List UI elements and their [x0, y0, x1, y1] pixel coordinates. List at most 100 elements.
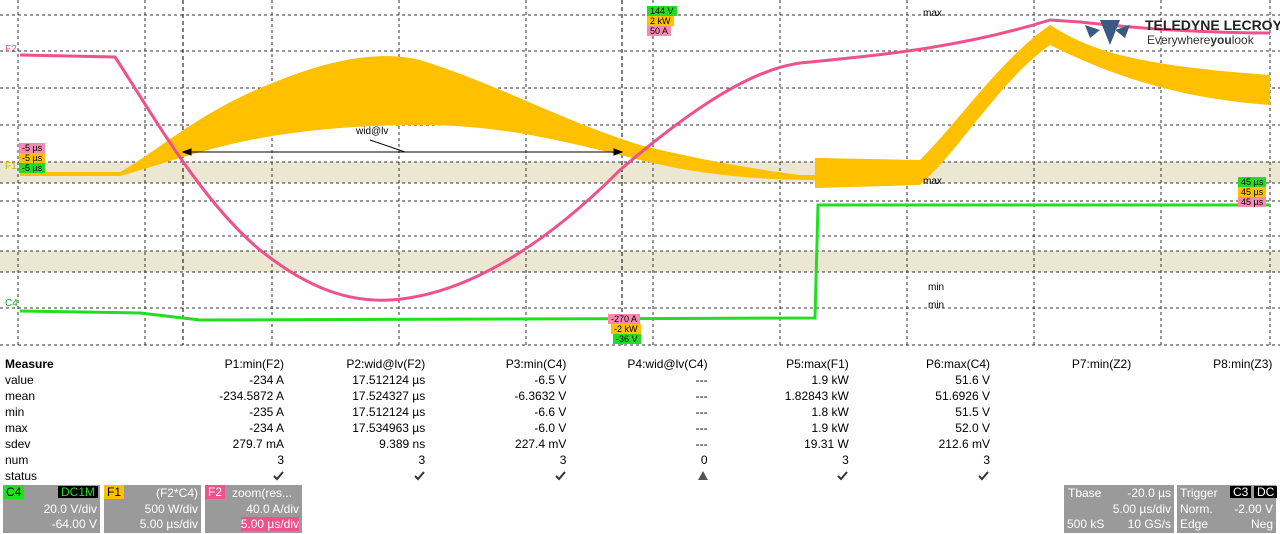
annotation: max — [923, 176, 942, 187]
channel-f2[interactable]: F2 zoom(res... 40.0 A/div 5.00 µs/div — [205, 485, 302, 533]
row-label: max — [5, 421, 28, 435]
trigger-type: Edge — [1180, 517, 1209, 531]
channel-scale: 500 W/div — [144, 502, 198, 516]
channel-coupling: DC1M — [57, 486, 98, 498]
column-header: P3:min(C4) — [505, 357, 567, 371]
channel-offset: -64.00 V — [51, 517, 97, 531]
logo-mark — [1085, 20, 1130, 45]
column-header: P2:wid@lv(F2) — [346, 357, 426, 371]
measure-value: -235 A — [249, 405, 284, 419]
trigger-label: Trigger — [1180, 486, 1218, 500]
measure-value: 17.512124 µs — [352, 405, 426, 419]
measure-value: 1.9 kW — [811, 421, 849, 435]
channel-scale: 20.0 V/div — [43, 502, 97, 516]
column-header: P8:min(Z3) — [1213, 357, 1273, 371]
measure-value: 52.0 V — [955, 421, 990, 435]
cursor-label: 144 V — [647, 6, 677, 16]
cursor-label: -36 V — [613, 334, 641, 344]
row-label: sdev — [5, 437, 31, 451]
annotation: min — [928, 300, 944, 311]
row-label: status — [5, 469, 38, 483]
measure-value: 1.8 kW — [811, 405, 849, 419]
tagline-part: Everywhere — [1147, 33, 1211, 47]
trace-c4 — [19, 203, 1270, 322]
cursor-label: -5 µs — [19, 143, 46, 153]
measure-value: --- — [695, 373, 708, 387]
cursor-label: -270 A — [608, 314, 641, 324]
measure-value: 17.512124 µs — [352, 373, 426, 387]
cursor-label: 50 A — [647, 26, 672, 36]
measure-value: 212.6 mV — [938, 437, 990, 451]
timebase-rate: 10 GS/s — [1127, 517, 1171, 531]
channel-id: C4 — [3, 485, 25, 499]
measure-value: -6.3632 V — [514, 389, 567, 403]
trigger-level: -2.00 V — [1234, 502, 1273, 516]
annotation: max — [923, 8, 942, 19]
trace-label: C4 — [5, 298, 18, 309]
row-label: num — [5, 453, 29, 467]
logo-brand: TELEDYNE LECROY — [1145, 17, 1280, 33]
trigger[interactable]: Trigger C3 DC Norm. -2.00 V Edge Neg — [1177, 485, 1278, 533]
cursor-label: -2 kW — [611, 324, 641, 334]
band — [0, 251, 1280, 272]
channel-f1[interactable]: F1 (F2*C4) 500 W/div 5.00 µs/div — [104, 485, 201, 533]
cursor-label: 2 kW — [647, 16, 674, 26]
measure-value: 9.389 ns — [379, 437, 426, 451]
measure-value: 51.6 V — [955, 373, 990, 387]
status-icons — [273, 471, 989, 481]
measure-value: 19.31 W — [804, 437, 849, 451]
trace-f2 — [19, 18, 1271, 302]
timebase-label: Tbase — [1068, 486, 1102, 500]
band — [0, 162, 1280, 183]
measure-value: -234 A — [249, 421, 284, 435]
row-label: mean — [5, 389, 36, 403]
measure-value: --- — [695, 389, 708, 403]
annotation: min — [928, 282, 944, 293]
channel-id: F1 — [104, 485, 125, 499]
measure-value: 3 — [277, 453, 284, 467]
cursor-label: 45 µs — [1238, 177, 1267, 187]
measure-value: --- — [695, 405, 708, 419]
tagline-part: you — [1210, 33, 1231, 47]
column-header: P5:max(F1) — [786, 357, 849, 371]
channel-offset: 5.00 µs/div — [139, 517, 198, 531]
trigger-source: C3 — [1230, 486, 1252, 498]
graticule: F2 F1 C4 max wid@lv max min min TELEDYNE… — [0, 0, 1280, 346]
measure-value: -6.0 V — [534, 421, 567, 435]
measure-value: 227.4 mV — [515, 437, 567, 451]
trace-label: F1 — [5, 161, 17, 172]
measure-value: 1.9 kW — [811, 373, 849, 387]
channel-c4[interactable]: C4 DC1M 20.0 V/div -64.00 V — [3, 485, 100, 533]
tagline-part: look — [1232, 33, 1255, 47]
measure-value: 3 — [983, 453, 990, 467]
timebase[interactable]: Tbase -20.0 µs 5.00 µs/div 500 kS 10 GS/… — [1064, 485, 1174, 533]
measure-value: 279.7 mA — [232, 437, 284, 451]
row-label: min — [5, 405, 25, 419]
trigger-slope: Neg — [1250, 517, 1273, 531]
measure-value: 51.6926 V — [935, 389, 990, 403]
column-header: P7:min(Z2) — [1071, 357, 1132, 371]
measure-value: --- — [695, 437, 708, 451]
trigger-mode: Norm. — [1180, 502, 1213, 516]
measure-value: 1.82843 kW — [784, 389, 849, 403]
row-label: value — [5, 373, 34, 387]
channel-source: (F2*C4) — [155, 486, 198, 500]
channel-id: F2 — [205, 485, 226, 499]
annotation: wid@lv — [355, 126, 388, 137]
timebase-samples: 500 kS — [1067, 517, 1105, 531]
timebase-delay: -20.0 µs — [1127, 486, 1171, 500]
channel-scale: 40.0 A/div — [246, 502, 299, 516]
cursors — [182, 0, 623, 345]
channel-source: zoom(res... — [232, 486, 293, 500]
measure-value: 17.524327 µs — [352, 389, 426, 403]
measure-value: 3 — [418, 453, 426, 467]
column-header: P1:min(F2) — [224, 357, 284, 371]
trigger-coupling: DC — [1254, 486, 1278, 498]
measure-value: -234 A — [249, 373, 284, 387]
measure-value: 0 — [700, 453, 708, 467]
column-header: P6:max(C4) — [925, 357, 990, 371]
column-header: P4:wid@lv(C4) — [627, 357, 708, 371]
measure-value: -6.5 V — [534, 373, 567, 387]
cursor-label: -5 µs — [19, 163, 46, 173]
